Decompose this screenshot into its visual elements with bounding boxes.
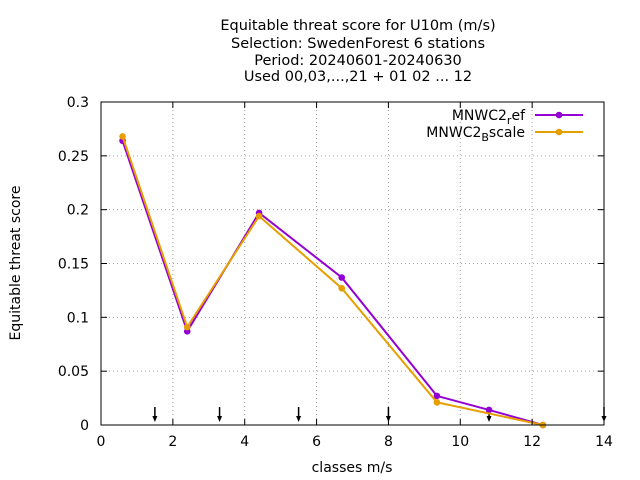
data-point (183, 323, 191, 331)
x-tick-label: 0 (97, 434, 106, 450)
y-axis-label: Equitable threat score (8, 186, 24, 341)
y-tick-label: 0.05 (58, 364, 89, 380)
legend-label: MNWC2Bscale (426, 125, 525, 144)
class-arrow-markers (152, 407, 607, 422)
down-arrow-icon (152, 407, 158, 422)
legend-label-tail: ef (511, 108, 526, 124)
legend-label-tail: scale (489, 125, 525, 141)
legend-label: MNWC2ref (452, 108, 526, 127)
data-point (433, 399, 441, 406)
series-1 (119, 137, 547, 429)
y-tick-label: 0.25 (58, 149, 89, 165)
series-layer (119, 133, 547, 429)
legend-label-subscript: r (507, 114, 512, 127)
y-tick-label: 0.1 (67, 310, 89, 326)
series-line (121, 136, 544, 426)
legend-swatch-point (555, 128, 563, 136)
data-point (338, 284, 346, 292)
legend-item-1: MNWC2ref (452, 108, 583, 127)
x-tick-label: 4 (240, 434, 249, 450)
down-arrow-icon (296, 407, 302, 422)
data-point (485, 406, 493, 414)
series-2 (119, 133, 547, 429)
axis-ticks: 0 2 4 6 8 10 12 14 0 0.05 0.1 0.15 0.2 0.25 0.3 (58, 95, 613, 450)
x-tick-label: 2 (168, 434, 177, 450)
arrow-head (296, 416, 302, 422)
chart-title: Equitable threat score for U10m (m/s) Se… (220, 18, 495, 85)
title-line-3: Period: 20240601-20240630 (254, 53, 462, 69)
data-point (255, 212, 263, 220)
title-line-2: Selection: SwedenForest 6 stations (231, 36, 485, 52)
plot-frame (100, 101, 605, 426)
y-tick-label: 0.3 (67, 95, 89, 111)
legend-label-main: MNWC2 (452, 108, 507, 124)
x-tick-label: 8 (384, 434, 393, 450)
arrow-head (152, 416, 158, 422)
arrow-head (486, 416, 492, 422)
series-line (121, 140, 544, 426)
x-tick-label: 10 (451, 434, 469, 450)
title-line-4: Used 00,03,...,21 + 01 02 ... 12 (244, 69, 472, 85)
data-point (338, 274, 346, 281)
legend-item-2: MNWC2Bscale (426, 125, 583, 144)
legend-label-subscript: B (481, 131, 489, 144)
y-tick-label: 0 (80, 418, 89, 434)
x-tick-label: 12 (523, 434, 541, 450)
y-tick-label: 0.15 (58, 257, 89, 273)
grid-lines (101, 102, 604, 425)
title-line-1: Equitable threat score for U10m (m/s) (220, 18, 495, 34)
y-tick-label: 0.2 (67, 203, 89, 219)
data-point (119, 133, 126, 140)
legend-label-main: MNWC2 (426, 125, 481, 141)
x-tick-label: 6 (312, 434, 321, 450)
data-point (433, 392, 441, 400)
x-tick-label: 14 (595, 434, 613, 450)
x-axis-label: classes m/s (312, 460, 393, 476)
arrow-head (217, 416, 223, 422)
legend-swatch-point (555, 111, 563, 119)
down-arrow-icon (217, 407, 223, 422)
